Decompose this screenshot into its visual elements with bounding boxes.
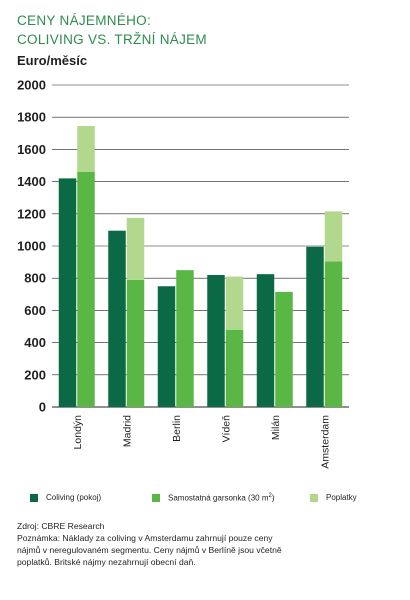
legend-label-coliving: Coliving (pokoj) <box>46 493 102 502</box>
y-tick-label: 200 <box>24 367 46 382</box>
legend-label-studio-close: ) <box>271 493 275 503</box>
y-axis-unit: Euro/měsíc <box>17 53 88 68</box>
y-tick-label: 2000 <box>17 78 46 93</box>
legend: Coliving (pokoj) Samostatná garsonka (30… <box>0 493 410 507</box>
bar-chart: 0 200 400 600 800 1000 1200 1400 1600 1800 2000 Lon… <box>17 78 349 469</box>
title-line-2: COLIVING VS. TRŽNÍ NÁJEM <box>17 32 207 47</box>
legend-label-studio-text: Samostatná garsonka (30 m <box>168 493 269 503</box>
bar-studio <box>324 261 343 407</box>
source-text: Zdroj: CBRE Research <box>17 521 105 531</box>
legend-item-fees: Poplatky <box>310 493 357 502</box>
bar-studio <box>126 279 145 407</box>
legend-swatch-fees <box>310 493 318 502</box>
bar-studio <box>225 329 244 407</box>
legend-label-studio-sup: 2 <box>268 493 272 499</box>
legend-swatch-coliving <box>30 493 38 502</box>
bar-coliving <box>306 246 324 407</box>
bar-coliving <box>108 230 126 407</box>
x-category-label: Londýn <box>72 415 84 450</box>
y-tick-label: 1600 <box>17 142 46 157</box>
note-line-1: Poznámka: Náklady za coliving v Amsterda… <box>17 533 273 543</box>
legend-label-studio: Samostatná garsonka (30 m2) <box>168 493 275 503</box>
bar-studio <box>176 270 194 407</box>
x-category-label: Milán <box>270 415 282 440</box>
legend-item-coliving: Coliving (pokoj) <box>30 493 101 502</box>
note-line-3: poplatků. Britské nájmy nezahrnují obecn… <box>17 557 196 567</box>
y-tick-label: 1400 <box>17 174 46 189</box>
y-tick-label: 1000 <box>17 239 46 254</box>
y-tick-label: 600 <box>24 303 46 318</box>
y-tick-label: 400 <box>24 335 46 350</box>
bar-coliving <box>256 274 275 407</box>
y-tick-label: 800 <box>24 271 46 286</box>
x-category-label: Berlin <box>171 415 183 442</box>
footnote: Zdroj: CBRE Research Poznámka: Náklady z… <box>17 520 347 568</box>
y-tick-label: 1200 <box>17 206 46 221</box>
bar-fees <box>225 276 244 330</box>
bar-fees <box>126 217 145 280</box>
bar-fees <box>324 211 343 262</box>
legend-label-fees: Poplatky <box>326 493 357 502</box>
x-category-label: Vídeň <box>220 415 232 443</box>
chart-title: CENY NÁJEMNÉHO: COLIVING VS. TRŽNÍ NÁJEM <box>17 11 207 49</box>
bar-studio <box>77 171 95 407</box>
legend-swatch-studio <box>152 493 160 502</box>
legend-item-studio: Samostatná garsonka (30 m2) <box>152 493 275 503</box>
title-line-1: CENY NÁJEMNÉHO: <box>17 13 152 28</box>
y-tick-label: 1800 <box>17 110 46 125</box>
bar-coliving <box>157 286 176 407</box>
bar-coliving <box>207 274 225 407</box>
y-tick-label: 0 <box>39 400 46 415</box>
bar-fees <box>77 126 95 172</box>
bar-coliving <box>58 178 77 407</box>
bar-studio <box>275 291 293 407</box>
x-category-label: Amsterdam <box>319 415 331 469</box>
x-category-label: Madrid <box>121 415 133 447</box>
note-line-2: nájmů v neregulovaném segmentu. Ceny náj… <box>17 545 282 555</box>
